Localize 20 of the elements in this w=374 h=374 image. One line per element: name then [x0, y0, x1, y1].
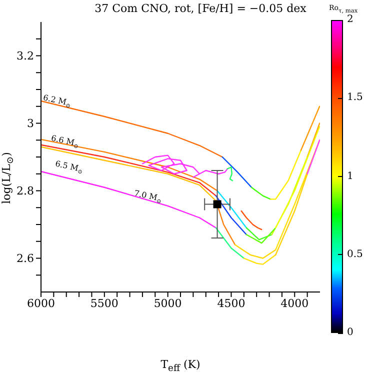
color-bar-label: 1: [347, 170, 354, 184]
annotation: 6.6 M$_{⊙}$: [50, 134, 79, 151]
x-axis-title: T$_{eff}$ (K): [160, 358, 202, 374]
color-bar-label: 2: [347, 13, 354, 27]
y-tick-label: 2.6: [16, 252, 34, 266]
y-tick-label: 3: [27, 117, 34, 130]
color-bar-label: 0: [347, 326, 354, 340]
y-tick-label: 3.2: [16, 50, 34, 63]
x-tick-label: 5500: [90, 296, 118, 310]
color-bar-label: 0.5: [347, 248, 363, 262]
x-tick-label: 4500: [217, 296, 246, 310]
x-tick-label: 6000: [27, 296, 55, 310]
chart-title: 37 Com CNO, rot, [Fe/H] = −0.05 dex: [94, 2, 306, 15]
annotation: 6.5 M$_{⊙}$: [54, 158, 83, 176]
x-tick-label: 4000: [280, 296, 309, 310]
annotation: 6.2 M$_{⊙}$: [42, 93, 71, 110]
y-tick-label: 2.8: [16, 184, 34, 198]
x-tick-label: 5000: [154, 296, 182, 310]
color-bar-label: 1.5: [347, 91, 363, 106]
annotation: 7.0 M$_{⊙}$: [133, 188, 162, 206]
